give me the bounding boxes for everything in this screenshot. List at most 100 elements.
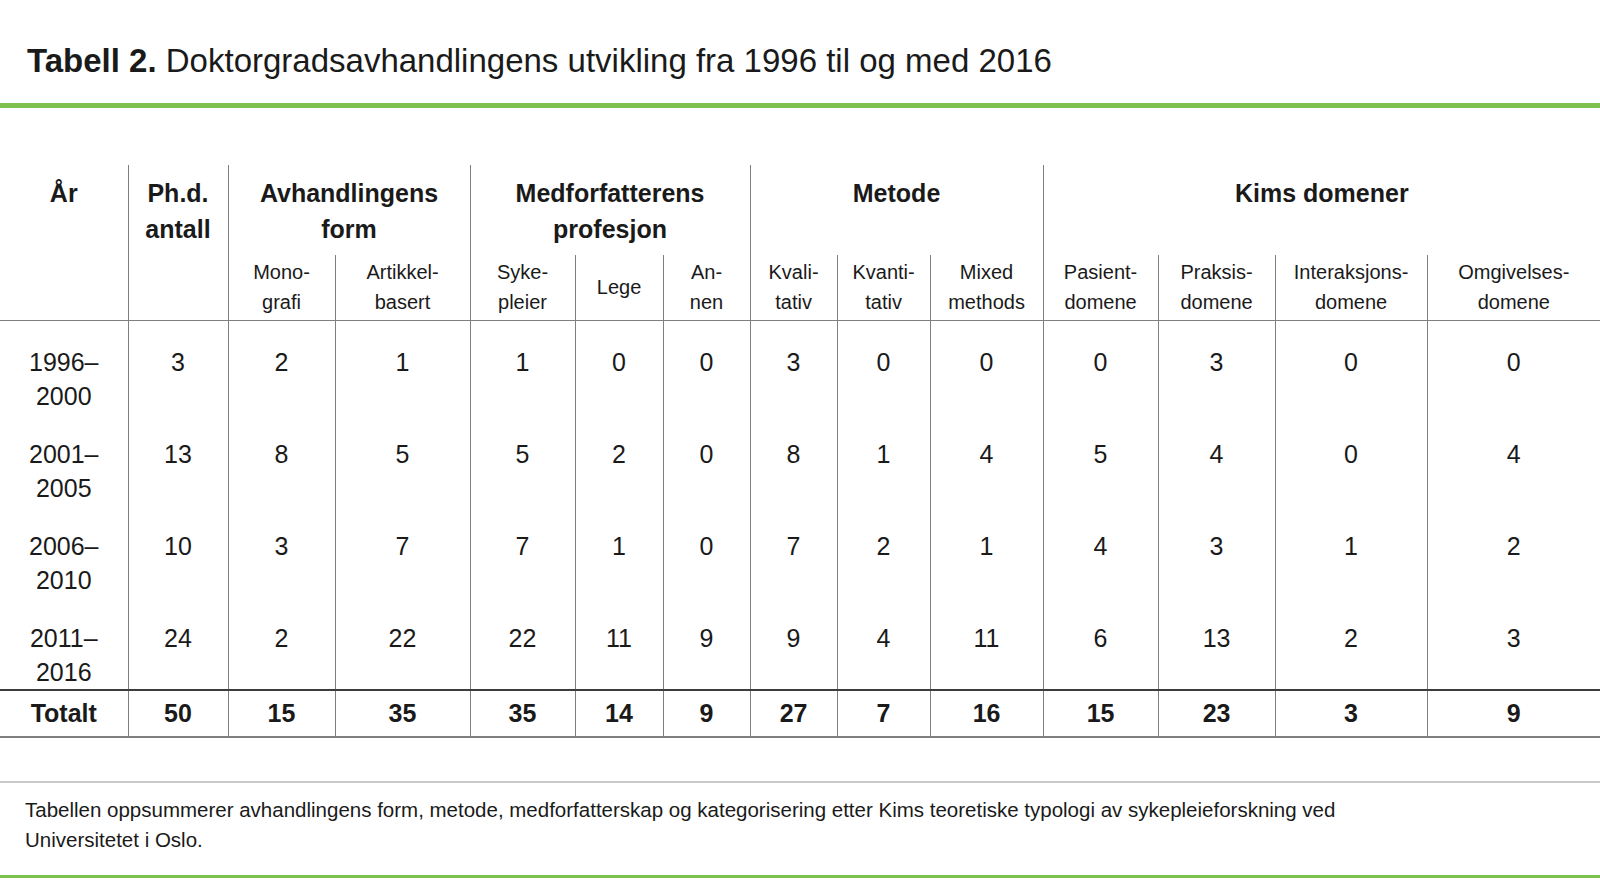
group-header-kims-domains: Kims domener xyxy=(1043,165,1600,255)
table-title-text: Doktorgradsavhandlingens utvikling fra 1… xyxy=(166,42,1052,79)
data-cell: 24 xyxy=(128,597,228,690)
col-header-nurse: Syke- pleier xyxy=(470,255,575,320)
col-header-mixed-methods: Mixed methods xyxy=(930,255,1043,320)
data-cell: 1 xyxy=(335,320,470,413)
data-cell: 2 xyxy=(228,320,335,413)
data-cell: 22 xyxy=(470,597,575,690)
col-header-year: År xyxy=(0,165,128,320)
data-cell: 4 xyxy=(930,413,1043,505)
data-cell: 0 xyxy=(663,505,750,597)
table-footnote: Tabellen oppsummerer avhandlingens form,… xyxy=(0,781,1600,875)
header-sub-row: Mono- grafi Artikkel- basert Syke- pleie… xyxy=(0,255,1600,320)
data-cell: 3 xyxy=(1427,597,1600,690)
data-cell: 0 xyxy=(837,320,930,413)
year-cell: 2001– 2005 xyxy=(0,413,128,505)
total-label-cell: Totalt xyxy=(0,690,128,737)
data-cell: 3 xyxy=(750,320,837,413)
total-cell: 9 xyxy=(1427,690,1600,737)
year-cell: 1996– 2000 xyxy=(0,320,128,413)
data-cell: 11 xyxy=(930,597,1043,690)
table-title: Tabell 2. Doktorgradsavhandlingens utvik… xyxy=(0,0,1600,103)
group-header-dissertation-form: Avhandlingens form xyxy=(228,165,470,255)
data-cell: 1 xyxy=(837,413,930,505)
data-cell: 1 xyxy=(1275,505,1427,597)
data-cell: 1 xyxy=(470,320,575,413)
data-cell: 11 xyxy=(575,597,663,690)
data-cell: 0 xyxy=(663,413,750,505)
data-cell: 0 xyxy=(575,320,663,413)
year-cell: 2011– 2016 xyxy=(0,597,128,690)
data-cell: 4 xyxy=(1427,413,1600,505)
total-cell: 35 xyxy=(335,690,470,737)
group-header-method: Metode xyxy=(750,165,1043,255)
total-cell: 15 xyxy=(1043,690,1158,737)
data-cell: 4 xyxy=(837,597,930,690)
total-cell: 14 xyxy=(575,690,663,737)
data-cell: 0 xyxy=(1275,413,1427,505)
total-row: Totalt 50 15 35 35 14 9 27 7 16 15 23 3 … xyxy=(0,690,1600,737)
total-cell: 9 xyxy=(663,690,750,737)
data-cell: 0 xyxy=(1275,320,1427,413)
table-row: 2006– 2010 10 3 7 7 1 0 7 2 1 4 3 1 2 xyxy=(0,505,1600,597)
data-cell: 9 xyxy=(750,597,837,690)
data-cell: 2 xyxy=(1275,597,1427,690)
data-cell: 8 xyxy=(228,413,335,505)
data-cell: 13 xyxy=(128,413,228,505)
table-row: 1996– 2000 3 2 1 1 0 0 3 0 0 0 3 0 0 xyxy=(0,320,1600,413)
col-header-article-based: Artikkel- basert xyxy=(335,255,470,320)
data-cell: 0 xyxy=(1427,320,1600,413)
group-header-coauthor-profession: Medforfatterens profesjon xyxy=(470,165,750,255)
data-cell: 7 xyxy=(335,505,470,597)
data-cell: 0 xyxy=(930,320,1043,413)
data-cell: 4 xyxy=(1158,413,1275,505)
data-cell: 5 xyxy=(470,413,575,505)
data-cell: 2 xyxy=(1427,505,1600,597)
col-header-monograph: Mono- grafi xyxy=(228,255,335,320)
data-cell: 5 xyxy=(335,413,470,505)
total-cell: 50 xyxy=(128,690,228,737)
top-green-divider xyxy=(0,103,1600,108)
header-group-row: År Ph.d. antall Avhandlingens form Medfo… xyxy=(0,165,1600,255)
data-cell: 2 xyxy=(228,597,335,690)
dissertation-table: År Ph.d. antall Avhandlingens form Medfo… xyxy=(0,165,1600,738)
col-header-quantitative: Kvanti- tativ xyxy=(837,255,930,320)
data-cell: 2 xyxy=(575,413,663,505)
table-footnote-text: Tabellen oppsummerer avhandlingens form,… xyxy=(25,795,1445,855)
col-header-interaction-domain: Interaksjons- domene xyxy=(1275,255,1427,320)
data-cell: 8 xyxy=(750,413,837,505)
data-cell: 22 xyxy=(335,597,470,690)
data-cell: 6 xyxy=(1043,597,1158,690)
data-cell: 7 xyxy=(750,505,837,597)
total-cell: 3 xyxy=(1275,690,1427,737)
data-cell: 0 xyxy=(663,320,750,413)
data-cell: 1 xyxy=(930,505,1043,597)
total-cell: 7 xyxy=(837,690,930,737)
data-cell: 2 xyxy=(837,505,930,597)
bottom-green-divider xyxy=(0,875,1600,878)
col-header-environment-domain: Omgivelses- domene xyxy=(1427,255,1600,320)
data-cell: 3 xyxy=(128,320,228,413)
data-cell: 3 xyxy=(1158,320,1275,413)
total-cell: 35 xyxy=(470,690,575,737)
data-cell: 1 xyxy=(575,505,663,597)
col-header-practice-domain: Praksis- domene xyxy=(1158,255,1275,320)
data-cell: 3 xyxy=(1158,505,1275,597)
data-cell: 13 xyxy=(1158,597,1275,690)
col-header-phd-count: Ph.d. antall xyxy=(128,165,228,320)
page: Tabell 2. Doktorgradsavhandlingens utvik… xyxy=(0,0,1600,878)
data-cell: 9 xyxy=(663,597,750,690)
col-header-other: An- nen xyxy=(663,255,750,320)
total-cell: 23 xyxy=(1158,690,1275,737)
total-cell: 15 xyxy=(228,690,335,737)
data-cell: 5 xyxy=(1043,413,1158,505)
col-header-physician: Lege xyxy=(575,255,663,320)
col-header-patient-domain: Pasient- domene xyxy=(1043,255,1158,320)
year-cell: 2006– 2010 xyxy=(0,505,128,597)
data-cell: 4 xyxy=(1043,505,1158,597)
data-cell: 10 xyxy=(128,505,228,597)
total-cell: 16 xyxy=(930,690,1043,737)
data-cell: 7 xyxy=(470,505,575,597)
table-row: 2011– 2016 24 2 22 22 11 9 9 4 11 6 13 2… xyxy=(0,597,1600,690)
total-cell: 27 xyxy=(750,690,837,737)
table-row: 2001– 2005 13 8 5 5 2 0 8 1 4 5 4 0 4 xyxy=(0,413,1600,505)
